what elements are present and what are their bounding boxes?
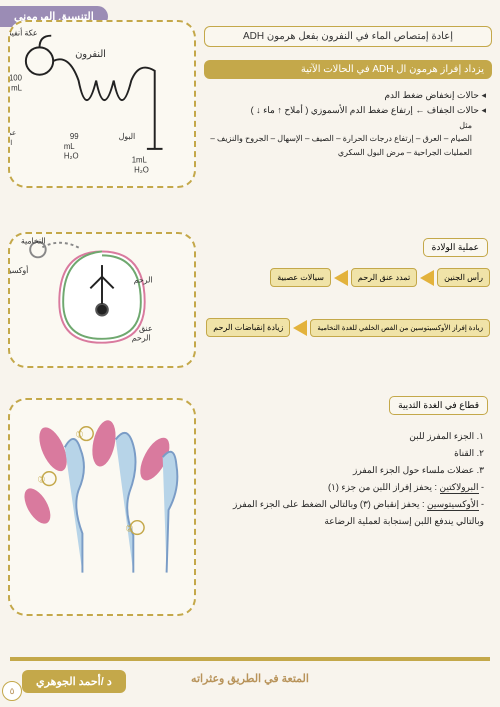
lbl-d1-l2: الامتصاص الإختيارية (10, 139, 12, 147)
section1-bullets: حالات إنخفاض ضغط الدم حالات الجفاف ← إرت… (206, 88, 486, 159)
bullet-1: حالات إنخفاض ضغط الدم (206, 88, 486, 103)
svg-text:الرحم: الرحم (132, 334, 151, 343)
tag-gland: قطاع في الغدة الثديية (389, 396, 488, 415)
chip-2b: زيادة إنقباضات الرحم (206, 318, 290, 337)
para-oxytocin: - الأوكسيتوسين : يحفز إنقباض (٣) وبالتال… (206, 496, 484, 530)
item-1: ١. الجزء المفرز للبن (206, 428, 484, 445)
svg-text:1mL: 1mL (132, 156, 148, 165)
para-prolactin: - البرولاكتين : يحفز إفراز اللبن من جزء … (206, 479, 484, 496)
svg-text:النخامية: النخامية (21, 237, 46, 246)
diagram-uterus: الرحم عنق الرحم النخامية أوكسيتوسين (8, 232, 196, 368)
svg-text:99: 99 (70, 132, 79, 141)
chip-1b: تمدد عنق الرحم (351, 268, 417, 287)
arrow-icon (293, 320, 307, 336)
item-3: ٣. عضلات ملساء حول الجزء المفرز (206, 462, 484, 479)
svg-text:100: 100 (10, 74, 23, 83)
svg-text:①: ① (76, 430, 84, 440)
svg-text:أوكسيتوسين: أوكسيتوسين (10, 264, 28, 275)
page-number: ٥ (2, 681, 22, 701)
item-2: ٢. القناة (206, 445, 484, 462)
author-badge: د /أحمد الجوهري (22, 670, 126, 693)
svg-text:mL: mL (11, 83, 22, 92)
chip-1a: رأس الجنين (437, 268, 490, 287)
chip-1c: سيالات عصبية (270, 268, 331, 287)
bullet-2: حالات الجفاف ← إرتفاع ضغط الدم الأسموزي … (206, 103, 486, 118)
lbl-d1-bol: البول (119, 132, 136, 141)
arrow-icon (334, 270, 348, 286)
svg-text:عنق: عنق (139, 324, 152, 333)
arrow-icon (420, 270, 434, 286)
diagram-gland: ① ② ③ (8, 398, 196, 616)
footer-divider (10, 657, 490, 661)
label-mesl: مثل (206, 119, 486, 133)
tag-birth: عملية الولادة (423, 238, 488, 257)
svg-text:H₂O: H₂O (134, 165, 149, 174)
flow-row-2: زيادة إفراز الأوكسيتوسين من الفص الخلفي … (206, 318, 490, 337)
example-text: الصيام – العرق – إرتفاع درجات الحرارة – … (206, 132, 486, 159)
svg-text:③: ③ (37, 475, 45, 485)
section1-title: إعادة إمتصاص الماء في النفرون بفعل هرمون… (204, 26, 492, 47)
svg-text:mL: mL (64, 142, 75, 151)
lbl-d1-l1: عملية إعادة (10, 129, 16, 137)
section1-subtitle: يزداد إفراز هرمون ال ADH في الحالات الآت… (204, 60, 492, 79)
numbered-list: ١. الجزء المفرز للبن ٢. القناة ٣. عضلات … (206, 428, 484, 531)
diagram-nephron: عكة أنفية النفرون 100 mL 99 mL H₂O 1mL H… (8, 20, 196, 188)
svg-text:الرحم: الرحم (134, 276, 153, 285)
svg-text:②: ② (125, 523, 133, 533)
lbl-d1-top: عكة أنفية (10, 27, 38, 38)
lbl-d1-nephron: النفرون (75, 49, 106, 60)
flow-row-1: رأس الجنين تمدد عنق الرحم سيالات عصبية (270, 268, 490, 287)
svg-text:H₂O: H₂O (64, 152, 79, 161)
chip-2a: زيادة إفراز الأوكسيتوسين من الفص الخلفي … (310, 319, 490, 337)
